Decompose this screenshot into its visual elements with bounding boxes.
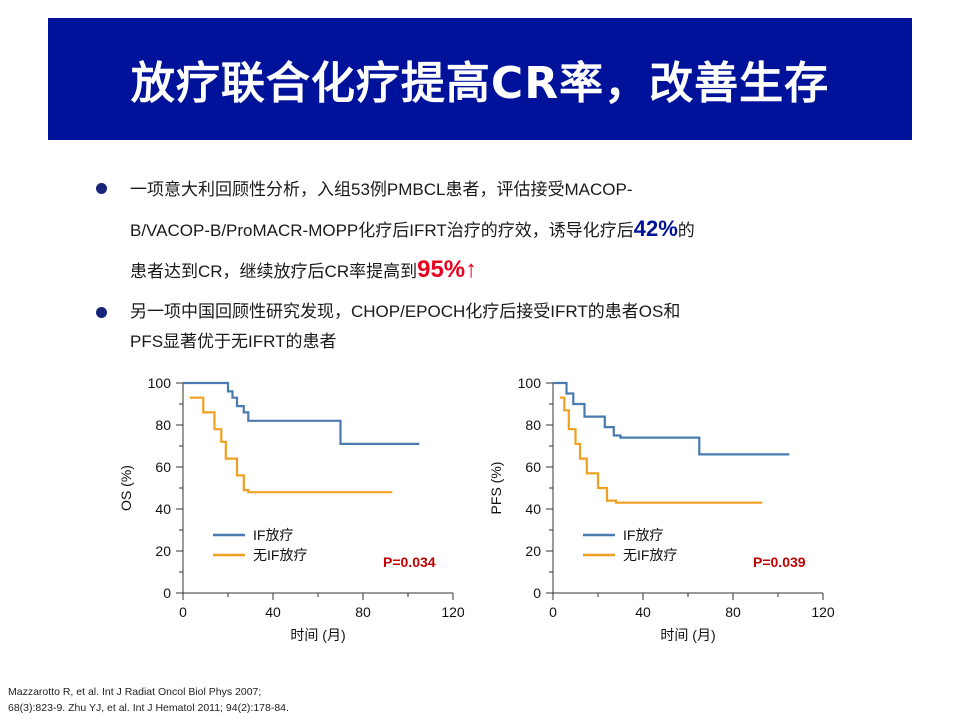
y-tick-label: 40 xyxy=(155,501,171,517)
series-line-if xyxy=(183,381,420,445)
legend-label: IF放疗 xyxy=(253,527,293,543)
highlight-95-percent: 95% xyxy=(417,256,466,283)
series-line-no-if xyxy=(559,396,763,504)
x-tick-label: 80 xyxy=(725,604,741,620)
bullet-list: 一项意大利回顾性分析，入组53例PMBCL患者，评估接受MACOP- B/VAC… xyxy=(96,170,856,357)
bullet-item-1: 一项意大利回顾性分析，入组53例PMBCL患者，评估接受MACOP- B/VAC… xyxy=(96,170,856,291)
x-tick-label: 80 xyxy=(355,604,371,620)
bullet-1-line-2-end: 的 xyxy=(677,221,695,240)
citation-line-1: Mazzarotto R, et al. Int J Radiat Oncol … xyxy=(8,686,262,698)
bullet-1-line-2-text: B/VACOP-B/ProMACR-MOPP化疗后IFRT治疗的疗效，诱导化疗后 xyxy=(130,221,634,240)
series-line-if xyxy=(553,381,790,456)
y-tick-label: 0 xyxy=(533,585,541,601)
bullet-1-line-2: B/VACOP-B/ProMACR-MOPP化疗后IFRT治疗的疗效，诱导化疗后… xyxy=(130,209,856,250)
y-tick-label: 80 xyxy=(155,417,171,433)
x-tick-label: 120 xyxy=(441,604,465,620)
legend-label: 无IF放疗 xyxy=(253,547,307,563)
citation: Mazzarotto R, et al. Int J Radiat Oncol … xyxy=(8,684,289,716)
bullet-dot-icon xyxy=(96,307,107,318)
x-axis-label: 时间 (月) xyxy=(290,627,345,643)
bullet-1-line-3: 患者达到CR，继续放疗后CR率提高到95%↑ xyxy=(130,250,856,291)
y-tick-label: 100 xyxy=(148,375,172,391)
y-tick-label: 20 xyxy=(525,543,541,559)
bullet-2-line-2: PFS显著优于无IFRT的患者 xyxy=(130,332,337,351)
bullet-dot-icon xyxy=(96,183,107,194)
y-tick-label: 100 xyxy=(518,375,542,391)
bullet-1-line-3-text: 患者达到CR，继续放疗后CR率提高到 xyxy=(130,262,418,281)
slide-title: 放疗联合化疗提高CR率，改善生存 xyxy=(130,58,830,109)
highlight-42-percent: 42% xyxy=(633,216,678,241)
series-line-no-if xyxy=(189,396,393,494)
y-tick-label: 0 xyxy=(163,585,171,601)
bullet-item-2: 另一项中国回顾性研究发现，CHOP/EPOCH化疗后接受IFRT的患者OS和 P… xyxy=(96,297,856,357)
pfs-survival-chart: 0 20 40 60 80 100 0 40 80 120 时间 (月) PFS (%) IF放疗无IF… xyxy=(488,375,835,643)
y-axis-label: PFS (%) xyxy=(488,462,504,515)
p-value-label: P=0.039 xyxy=(753,554,806,570)
p-value-label: P=0.034 xyxy=(383,554,436,570)
x-tick-label: 0 xyxy=(549,604,557,620)
citation-line-2: 68(3):823-9. Zhu YJ, et al. Int J Hemato… xyxy=(8,702,289,714)
x-tick-label: 40 xyxy=(635,604,651,620)
bullet-2-line-1: 另一项中国回顾性研究发现，CHOP/EPOCH化疗后接受IFRT的患者OS和 xyxy=(130,302,681,321)
y-tick-label: 60 xyxy=(155,459,171,475)
legend-label: IF放疗 xyxy=(623,527,663,543)
up-arrow-icon: ↑ xyxy=(465,256,478,283)
y-tick-label: 20 xyxy=(155,543,171,559)
x-tick-label: 40 xyxy=(265,604,281,620)
y-tick-label: 40 xyxy=(525,501,541,517)
x-tick-label: 120 xyxy=(811,604,835,620)
y-tick-label: 80 xyxy=(525,417,541,433)
os-survival-chart: 0 20 40 60 80 100 0 40 80 120 时间 (月) OS (%) IF放疗无IF放… xyxy=(118,375,465,643)
title-bar: 放疗联合化疗提高CR率，改善生存 xyxy=(48,18,912,140)
x-axis-label: 时间 (月) xyxy=(660,627,715,643)
x-tick-label: 0 xyxy=(179,604,187,620)
y-tick-label: 60 xyxy=(525,459,541,475)
y-axis-label: OS (%) xyxy=(118,465,134,511)
bullet-1-line-1: 一项意大利回顾性分析，入组53例PMBCL患者，评估接受MACOP- xyxy=(130,180,633,199)
legend-label: 无IF放疗 xyxy=(623,547,677,563)
